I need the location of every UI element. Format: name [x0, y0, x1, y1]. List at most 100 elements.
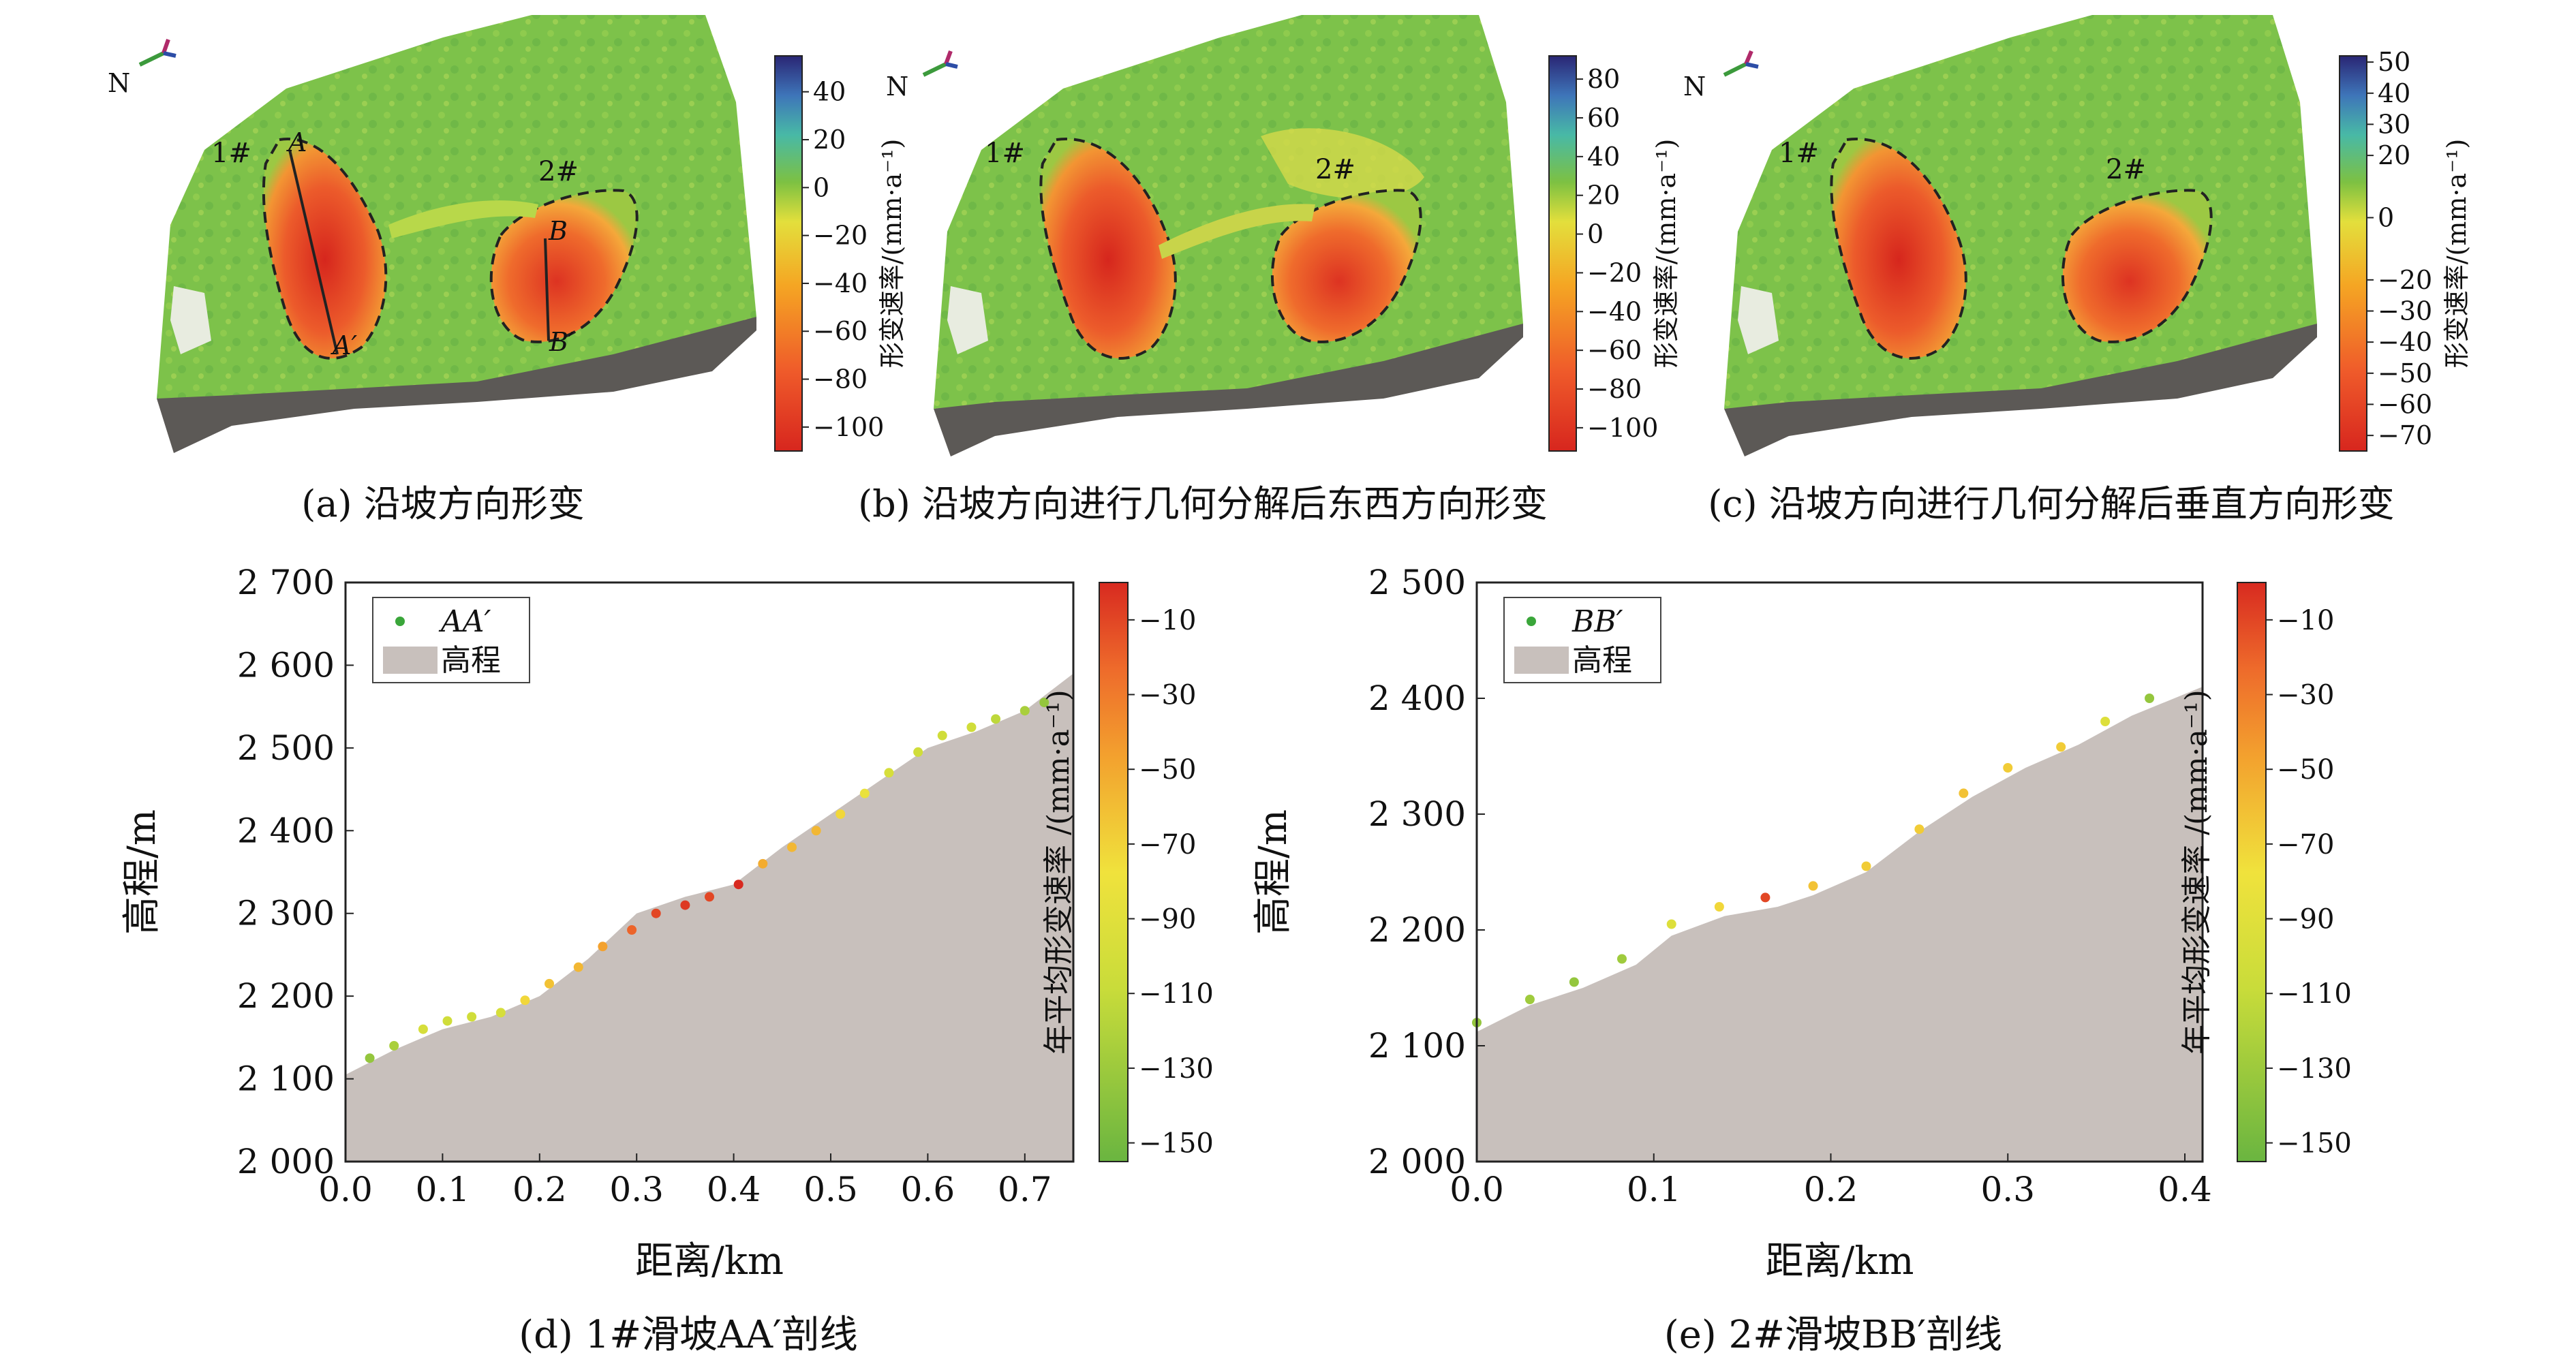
x-axis-label: 距离/km: [1766, 1239, 1914, 1284]
profile-point: [598, 942, 608, 952]
colorbar-tick-label: −10: [2277, 605, 2334, 636]
colorbar-gradient: [2237, 582, 2267, 1162]
north-label: N: [886, 72, 908, 102]
colorbar-tick-label: −150: [1139, 1128, 1214, 1160]
profile-point: [1039, 698, 1049, 708]
colorbar-tick-label: −20: [2378, 265, 2432, 295]
colorbar-label: 形变速率/(mm·a⁻¹): [877, 139, 907, 369]
colorbar-tick-label: −20: [813, 221, 868, 251]
profile-line-b: [544, 238, 550, 341]
slide-2-label: 2#: [1315, 154, 1355, 185]
x-tick-label: 0.0: [318, 1170, 373, 1209]
profile-chart-e: 0.0 0.1 0.2 0.3 0.4 2 000 2 100 2 200 2 300 2 400…: [1251, 563, 2352, 1357]
map-panel-a: N 1# 2# A A′ B B′ 40 20 0 −20 −40 −60 −80 −100 形…: [108, 15, 907, 525]
noise-patch: [1738, 286, 1779, 354]
x-tick-label: 0.1: [416, 1170, 470, 1209]
profile-point: [1808, 881, 1818, 891]
y-tick-label: 2 000: [237, 1142, 335, 1181]
yellow-patch: [1261, 128, 1424, 199]
profile-point: [859, 788, 870, 798]
profile-point: [733, 880, 743, 890]
noise-patch: [947, 286, 988, 354]
colorbar-gradient: [774, 55, 803, 452]
x-tick-label: 0.1: [1627, 1170, 1681, 1209]
colorbar-tick-label: −130: [1139, 1053, 1214, 1085]
colorbar-tick-label: 30: [2378, 109, 2410, 139]
colorbar-tick-label: −100: [1587, 413, 1658, 443]
y-tick-label: 2 300: [237, 894, 335, 933]
profile-point: [1666, 919, 1676, 929]
map-panel-b: N 1# 2# 80 60 40 20 0 −20 −40 −60 −80 −100 形变速率/(m…: [858, 15, 1681, 525]
slide-2-label: 2#: [538, 156, 579, 187]
landslide-2-zone: [2061, 189, 2213, 343]
connecting-belt: [388, 200, 538, 238]
colorbar-tick-label: −40: [1587, 296, 1642, 326]
profile-point: [442, 1016, 453, 1026]
profile-point: [913, 747, 923, 757]
colorbar-tick-label: 20: [2378, 140, 2410, 170]
colorbar-tick-label: 0: [1587, 219, 1604, 249]
caption-b: (b) 沿坡方向进行几何分解后东西方向形变: [858, 482, 1548, 525]
x-tick-label: 0.2: [1804, 1170, 1858, 1209]
colorbar-tick-label: −30: [1139, 680, 1196, 711]
y-tick-label: 2 500: [1368, 563, 1466, 602]
north-arrow: N: [1683, 50, 1759, 102]
profile-point: [1959, 788, 1969, 798]
point-a-label: A: [286, 127, 307, 157]
noise-patch: [170, 286, 211, 354]
profile-point: [1524, 995, 1535, 1004]
colorbar-tick-label: 50: [2378, 47, 2410, 77]
profile-point: [2056, 742, 2066, 752]
legend-point-marker: [1527, 617, 1536, 626]
y-tick-label: 2 400: [237, 811, 335, 850]
caption-a: (a) 沿坡方向形变: [301, 482, 585, 525]
colorbar-label: 形变速率/(mm·a⁻¹): [2442, 139, 2472, 369]
plot-frame: [1475, 581, 2204, 1163]
profile-point: [365, 1053, 375, 1063]
profile-point: [758, 858, 768, 869]
profile-point: [1019, 706, 1030, 716]
profile-point: [787, 842, 797, 852]
profile-point: [651, 908, 661, 918]
slide-2-label: 2#: [2106, 154, 2146, 185]
colorbar-tick-label: −70: [1139, 829, 1196, 860]
profile-point: [627, 925, 637, 935]
colorbar-tick-label: −60: [1587, 335, 1642, 365]
landslide-1-zone: [1830, 137, 1967, 360]
colorbar-tick-label: 40: [2378, 78, 2410, 108]
colorbar-gradient: [2339, 55, 2367, 452]
profile-point: [937, 730, 947, 741]
landslide-2-zone: [1271, 189, 1422, 343]
y-tick-label: 2 600: [237, 645, 335, 685]
profile-point: [884, 768, 894, 778]
y-tick-label: 2 100: [237, 1059, 335, 1099]
y-tick-label: 2 000: [1368, 1142, 1466, 1181]
profile-point: [1760, 892, 1770, 903]
profile-point: [2145, 694, 2155, 703]
y-tick-label: 2 200: [237, 976, 335, 1016]
profile-point: [991, 714, 1001, 724]
colorbar-tick-label: −80: [1587, 374, 1642, 404]
slide-1-label: 1#: [211, 138, 251, 169]
legend-points-label: AA′: [438, 604, 491, 639]
y-tick-label: 2 400: [1368, 679, 1466, 718]
profile-point: [495, 1008, 506, 1018]
legend-points-label: BB′: [1571, 604, 1623, 639]
profile-point: [835, 809, 846, 819]
profile-point: [418, 1024, 428, 1034]
x-tick-label: 0.3: [1981, 1170, 2036, 1209]
point-ap-label: A′: [331, 330, 357, 360]
y-tick-label: 2 200: [1368, 910, 1466, 950]
x-tick-label: 0.7: [998, 1170, 1052, 1209]
colorbar-tick-label: 40: [813, 77, 846, 107]
colorbar-tick-label: 0: [2378, 202, 2394, 232]
profile-point: [520, 995, 530, 1006]
colorbar-tick-label: −110: [1139, 978, 1214, 1010]
colorbar-tick-label: −100: [813, 412, 884, 442]
landslide-1-zone: [262, 137, 388, 360]
profile-point: [1714, 902, 1724, 912]
colorbar-b: 80 60 40 20 0 −20 −40 −60 −80 −100 形变速率/(mm·a⁻¹): [1548, 55, 1681, 452]
slide-1-label: 1#: [985, 138, 1025, 169]
